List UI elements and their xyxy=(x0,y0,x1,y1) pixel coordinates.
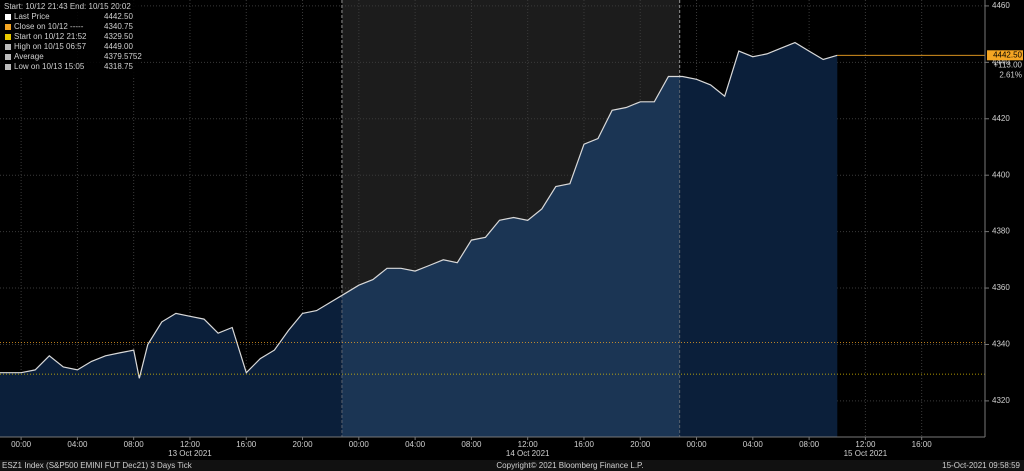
legend-swatch xyxy=(5,34,11,40)
x-tick-label: 00:00 xyxy=(349,440,370,449)
legend-label: High on 10/15 06:57 xyxy=(14,42,87,51)
x-tick-label: 08:00 xyxy=(461,440,482,449)
legend-label: Start on 10/12 21:52 xyxy=(14,32,87,41)
y-tick-label: 4420 xyxy=(992,114,1010,123)
x-tick-label: 12:00 xyxy=(518,440,539,449)
last-label: 2.61% xyxy=(999,70,1022,79)
x-tick-label: 00:00 xyxy=(687,440,708,449)
legend-label: Last Price xyxy=(14,12,50,21)
y-tick-label: 4440 xyxy=(992,57,1010,66)
legend-label: Low on 10/13 15:05 xyxy=(14,62,85,71)
legend-swatch xyxy=(5,14,11,20)
x-tick-label: 12:00 xyxy=(855,440,876,449)
legend-value: 4379.5752 xyxy=(104,52,142,61)
x-tick-label: 16:00 xyxy=(236,440,257,449)
legend-label: Average xyxy=(14,52,44,61)
legend-value: 4318.75 xyxy=(104,62,133,71)
legend-swatch xyxy=(5,54,11,60)
day-label: 13 Oct 2021 xyxy=(168,449,212,458)
footer-bar xyxy=(0,460,1024,471)
x-tick-label: 16:00 xyxy=(912,440,933,449)
x-tick-label: 00:00 xyxy=(11,440,32,449)
price-line xyxy=(0,41,838,379)
x-tick-label: 08:00 xyxy=(799,440,820,449)
x-tick-label: 04:00 xyxy=(405,440,426,449)
legend-box xyxy=(0,0,140,76)
footer-center: Copyright© 2021 Bloomberg Finance L.P. xyxy=(496,461,643,470)
legend-swatch xyxy=(5,44,11,50)
footer-right: 15-Oct-2021 09:58:59 xyxy=(942,461,1020,470)
x-tick-label: 04:00 xyxy=(743,440,764,449)
y-tick-label: 4320 xyxy=(992,396,1010,405)
day-label: 14 Oct 2021 xyxy=(506,449,550,458)
legend-swatch xyxy=(5,24,11,30)
legend: Start: 10/12 21:43 End: 10/15 20:02 Last… xyxy=(0,0,142,76)
last-label: +113.00 xyxy=(993,60,1022,69)
last-price-box xyxy=(987,50,1023,61)
x-tick-label: 12:00 xyxy=(180,440,201,449)
x-tick-label: 20:00 xyxy=(630,440,651,449)
y-tick-label: 4400 xyxy=(992,170,1010,179)
y-tick-label: 4340 xyxy=(992,340,1010,349)
y-tick-label: 4380 xyxy=(992,227,1010,236)
day-label: 15 Oct 2021 xyxy=(844,449,888,458)
legend-value: 4340.75 xyxy=(104,22,133,31)
x-tick-label: 16:00 xyxy=(574,440,595,449)
x-tick-label: 08:00 xyxy=(124,440,145,449)
legend-label: Close on 10/12 ----- xyxy=(14,22,84,31)
y-tick-label: 4460 xyxy=(992,1,1010,10)
legend-swatch xyxy=(5,64,11,70)
legend-value: 4449.00 xyxy=(104,42,133,51)
legend-value: 4442.50 xyxy=(104,12,133,21)
legend-value: 4329.50 xyxy=(104,32,133,41)
y-tick-label: 4360 xyxy=(992,283,1010,292)
x-tick-label: 20:00 xyxy=(293,440,314,449)
x-tick-label: 04:00 xyxy=(67,440,88,449)
header: Start: 10/12 21:43 End: 10/15 20:02 xyxy=(4,2,131,11)
axis-labels: 4320 4340 4360 4380 4400 4420 4440 4460 00:00 04:… xyxy=(11,1,1010,458)
reference-lines xyxy=(0,54,985,375)
footer-left: ESZ1 Index (S&P500 EMINI FUT Dec21) 3 Da… xyxy=(2,461,193,470)
last-label: 4442.50 xyxy=(993,50,1022,59)
